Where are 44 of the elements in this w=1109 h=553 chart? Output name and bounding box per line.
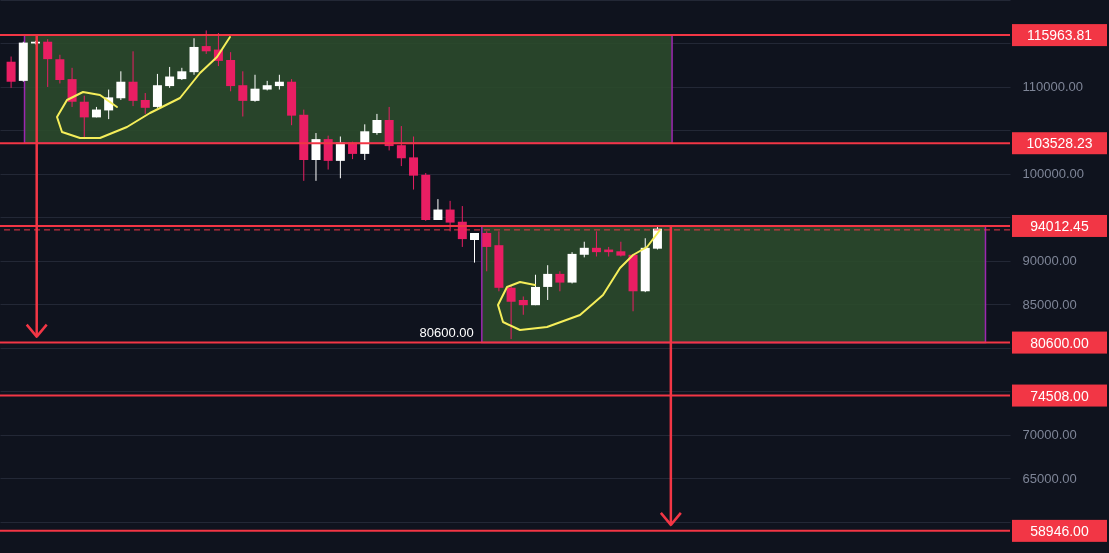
y-tick-label: 85000.00 [1022, 296, 1077, 312]
candlestick [555, 270, 565, 292]
y-tick-label: 100000.00 [1022, 166, 1084, 182]
annotation: 80600.00 [419, 324, 474, 340]
candlestick [250, 74, 260, 103]
candlestick [335, 136, 345, 179]
candlestick [445, 200, 455, 232]
candlestick [616, 241, 626, 257]
candlestick [433, 198, 443, 221]
candlestick [201, 29, 211, 55]
y-tick-label: 110000.00 [1022, 79, 1083, 95]
ref-line-label: 115963.81 [1026, 27, 1093, 44]
candlestick [323, 135, 333, 171]
candlestick [591, 230, 601, 257]
ref-line-label: 80600.00 [1030, 334, 1089, 351]
candlestick [530, 274, 540, 306]
y-tick-label: 70000.00 [1022, 427, 1077, 443]
candlestick [152, 73, 162, 109]
candlestick [506, 284, 516, 340]
ref-line-label: 74508.00 [1030, 387, 1089, 404]
ref-line-label: 58946.00 [1030, 522, 1089, 539]
candlestick [311, 132, 321, 182]
ref-line-label: 94012.45 [1030, 217, 1089, 234]
candlestick [409, 136, 419, 191]
candlestick [116, 70, 126, 101]
candlestick [140, 92, 150, 115]
candlestick [55, 54, 65, 84]
ref-line-label: 103528.23 [1026, 135, 1093, 152]
candlestick [482, 230, 492, 272]
candlestick [6, 56, 16, 89]
candlestick [396, 125, 406, 167]
candlestick [543, 264, 553, 301]
candlestick [128, 50, 138, 107]
y-tick-label: 90000.00 [1022, 253, 1077, 269]
candlestick [43, 38, 53, 88]
y-tick-label: 65000.00 [1022, 470, 1077, 486]
candlestick [360, 123, 370, 161]
candlestick [372, 113, 382, 136]
candlestick [470, 232, 480, 264]
candlestick [238, 70, 248, 118]
candlestick [67, 67, 77, 108]
candlestick [165, 66, 175, 89]
candlestick [518, 296, 528, 316]
candlestick [79, 95, 89, 140]
